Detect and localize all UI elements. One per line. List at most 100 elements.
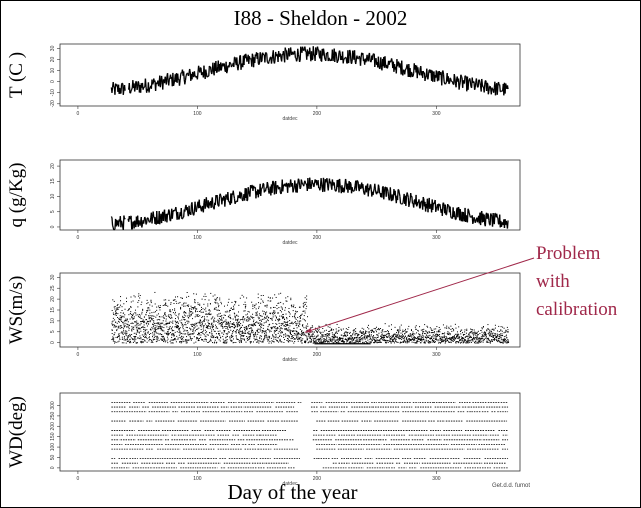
data-point bbox=[191, 333, 193, 335]
data-point bbox=[252, 341, 254, 343]
data-point bbox=[165, 320, 167, 322]
data-point bbox=[305, 340, 307, 342]
data-point bbox=[248, 338, 250, 340]
data-point bbox=[219, 330, 221, 332]
data-segment bbox=[316, 182, 319, 186]
y-axis-title-humidity: q (g/Kg) bbox=[6, 163, 27, 228]
data-point bbox=[239, 328, 241, 330]
data-point bbox=[129, 324, 130, 326]
data-point bbox=[288, 327, 290, 329]
data-point bbox=[141, 341, 143, 343]
data-point bbox=[189, 315, 191, 317]
data-point bbox=[229, 317, 231, 319]
data-point bbox=[351, 335, 353, 337]
data-point bbox=[147, 307, 149, 309]
data-point bbox=[364, 330, 366, 332]
data-point bbox=[141, 318, 143, 320]
data-point bbox=[408, 338, 410, 340]
data-point bbox=[295, 333, 297, 335]
data-point bbox=[112, 299, 114, 301]
data-point bbox=[137, 324, 139, 326]
data-point bbox=[215, 342, 217, 344]
data-segment bbox=[226, 71, 228, 74]
data-point bbox=[315, 330, 317, 332]
data-point bbox=[206, 319, 208, 321]
data-point bbox=[263, 322, 265, 324]
data-point bbox=[255, 331, 257, 333]
data-point bbox=[395, 335, 397, 337]
data-point bbox=[286, 318, 288, 320]
data-point bbox=[247, 332, 249, 334]
data-point bbox=[186, 291, 188, 293]
data-point bbox=[169, 309, 171, 311]
data-point bbox=[333, 336, 335, 338]
data-point bbox=[397, 329, 399, 331]
data-point bbox=[456, 331, 458, 333]
data-point bbox=[296, 327, 298, 329]
data-point bbox=[238, 331, 240, 333]
data-point bbox=[244, 329, 245, 331]
data-point bbox=[411, 339, 413, 341]
data-point bbox=[499, 341, 501, 343]
data-point bbox=[139, 313, 141, 315]
data-point bbox=[271, 326, 273, 328]
data-segment bbox=[309, 177, 311, 184]
data-point bbox=[212, 324, 214, 326]
data-point bbox=[222, 327, 224, 329]
data-point bbox=[147, 309, 149, 311]
data-point bbox=[231, 301, 233, 303]
data-point bbox=[283, 317, 285, 319]
data-point bbox=[157, 328, 159, 330]
data-point bbox=[267, 316, 269, 318]
data-point bbox=[499, 340, 501, 342]
data-point bbox=[467, 342, 469, 344]
data-point bbox=[452, 338, 454, 340]
data-point bbox=[303, 306, 305, 308]
data-point bbox=[202, 328, 204, 330]
data-point bbox=[475, 340, 477, 342]
data-point bbox=[180, 338, 182, 340]
data-point bbox=[154, 311, 156, 313]
data-point bbox=[193, 327, 195, 329]
data-point bbox=[320, 340, 322, 342]
data-segment bbox=[120, 84, 123, 94]
data-point bbox=[370, 334, 372, 336]
data-point bbox=[363, 335, 365, 337]
data-point bbox=[455, 341, 457, 343]
data-point bbox=[125, 333, 127, 335]
data-point bbox=[227, 301, 229, 303]
data-point bbox=[219, 299, 221, 301]
data-point bbox=[207, 303, 209, 305]
data-point bbox=[438, 342, 440, 344]
data-point bbox=[114, 341, 116, 343]
data-point bbox=[393, 342, 395, 344]
data-segment bbox=[159, 82, 162, 88]
data-point bbox=[119, 337, 121, 339]
data-point bbox=[193, 330, 195, 332]
data-point bbox=[501, 341, 503, 343]
data-point bbox=[131, 334, 133, 336]
data-point bbox=[219, 297, 221, 299]
data-segment bbox=[467, 208, 470, 211]
data-segment bbox=[286, 183, 289, 193]
data-point bbox=[475, 342, 477, 344]
data-point bbox=[256, 330, 258, 332]
data-point bbox=[258, 307, 260, 309]
data-point bbox=[230, 340, 232, 342]
data-segment bbox=[137, 81, 140, 84]
data-point bbox=[498, 338, 500, 340]
data-segment bbox=[240, 193, 243, 200]
data-point bbox=[258, 331, 260, 333]
data-segment bbox=[365, 59, 368, 63]
data-point bbox=[457, 333, 459, 335]
data-point bbox=[170, 342, 172, 344]
data-point bbox=[407, 341, 409, 343]
data-point bbox=[146, 341, 148, 343]
data-point bbox=[440, 339, 442, 341]
data-point bbox=[216, 302, 218, 304]
data-point bbox=[122, 322, 124, 324]
data-point bbox=[411, 341, 413, 343]
data-point bbox=[453, 337, 455, 339]
data-point bbox=[143, 321, 145, 323]
data-point bbox=[344, 335, 346, 337]
